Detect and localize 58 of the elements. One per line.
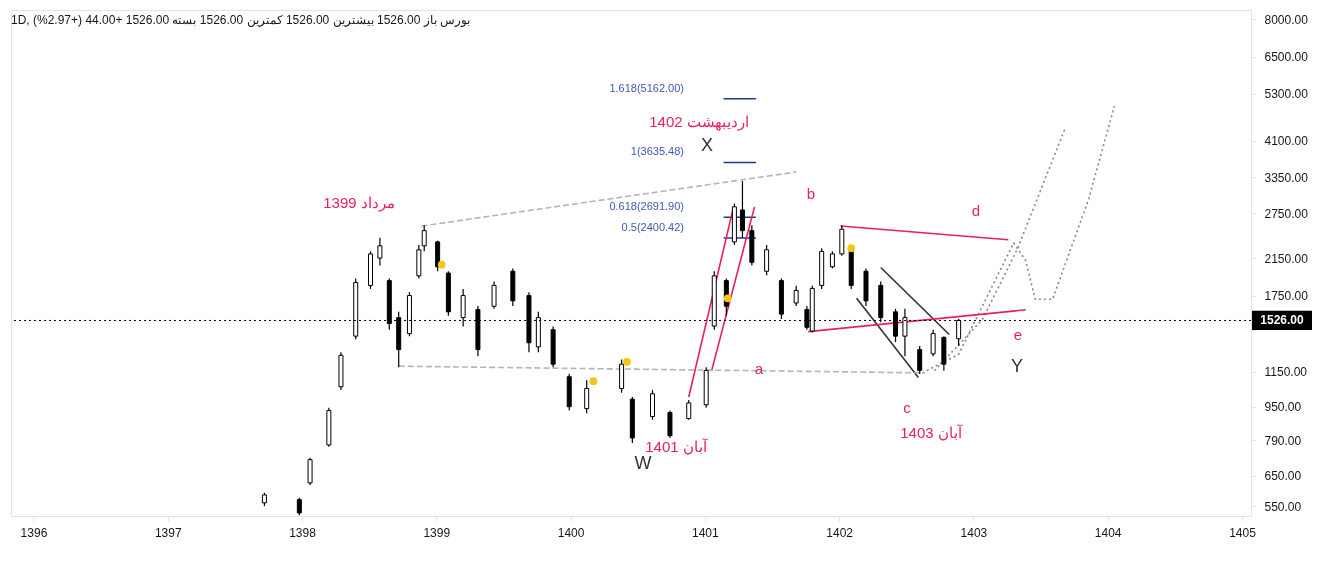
y-tick-label: 5300.00 bbox=[1264, 87, 1309, 102]
annotation: c bbox=[903, 399, 912, 416]
y-tick-label: 790.00 bbox=[1264, 433, 1302, 448]
annotation: آبان 1403 bbox=[900, 424, 963, 441]
candlestick bbox=[930, 329, 936, 357]
x-tick-label: 1402 bbox=[826, 525, 854, 540]
y-tick-label: 1150.00 bbox=[1264, 365, 1308, 380]
point bbox=[437, 260, 446, 269]
y-tick-label: 4100.00 bbox=[1264, 134, 1309, 149]
candlestick bbox=[917, 345, 923, 375]
annotation: 0.618(2691.90) bbox=[609, 200, 684, 212]
candlestick bbox=[649, 389, 655, 421]
annotation: اردیبهشت 1402 bbox=[649, 113, 749, 131]
candlestick bbox=[667, 409, 673, 439]
annotation: 1D, بورس باز 1526.00 بیشترین 1526.00 کمترین 1526.00 بسته 1526.00 +44.00 (+2.97%) bbox=[11, 13, 471, 27]
annotation: مرداد 1399 bbox=[323, 194, 395, 212]
candlestick bbox=[686, 399, 692, 421]
x-tick-label: 1397 bbox=[154, 525, 182, 540]
candlestick bbox=[764, 244, 770, 276]
annotation: W bbox=[634, 453, 652, 473]
y-tick-label: 950.00 bbox=[1264, 400, 1302, 415]
y-tick-label: 1750.00 bbox=[1264, 289, 1309, 304]
annotation: آبان 1401 bbox=[645, 438, 708, 455]
annotation: b bbox=[806, 185, 816, 202]
point bbox=[847, 244, 856, 252]
y-tick-label: 8000.00 bbox=[1264, 12, 1309, 27]
annotation: d bbox=[971, 202, 981, 219]
annotation: e bbox=[1013, 326, 1023, 343]
annotation: 1(3635.48) bbox=[630, 145, 684, 157]
y-tick-label: 3350.00 bbox=[1264, 170, 1309, 185]
x-tick-label: 1405 bbox=[1229, 525, 1257, 540]
candlestick bbox=[491, 280, 497, 310]
candlestick bbox=[793, 285, 799, 307]
y-tick-label: 650.00 bbox=[1264, 469, 1302, 484]
point bbox=[723, 294, 732, 303]
x-tick-label: 1398 bbox=[289, 525, 317, 540]
x-tick-label: 1396 bbox=[20, 525, 48, 540]
candlestick bbox=[377, 237, 383, 267]
annotation: a bbox=[754, 360, 764, 377]
y-tick-label: 2150.00 bbox=[1264, 251, 1309, 266]
y-tick-label: 2750.00 bbox=[1264, 206, 1309, 221]
annotation: Y bbox=[1010, 356, 1024, 376]
candlestick bbox=[739, 180, 745, 239]
annotation: 1.618(5162.00) bbox=[609, 82, 684, 94]
candlestick bbox=[307, 457, 313, 486]
candlestick bbox=[421, 224, 427, 252]
y-tick-label: 6500.00 bbox=[1264, 50, 1309, 65]
x-tick-label: 1400 bbox=[557, 525, 585, 540]
annotation: 0.5(2400.42) bbox=[621, 221, 684, 233]
x-tick-label: 1399 bbox=[423, 525, 451, 540]
point bbox=[589, 377, 598, 386]
annotation: X bbox=[700, 135, 714, 155]
x-tick-label: 1401 bbox=[692, 525, 720, 540]
point bbox=[623, 357, 631, 366]
ref-line-label: 1526.00 bbox=[1260, 313, 1305, 328]
x-tick-label: 1403 bbox=[960, 525, 988, 540]
x-tick-label: 1404 bbox=[1094, 525, 1122, 540]
y-tick-label: 550.00 bbox=[1264, 499, 1302, 514]
